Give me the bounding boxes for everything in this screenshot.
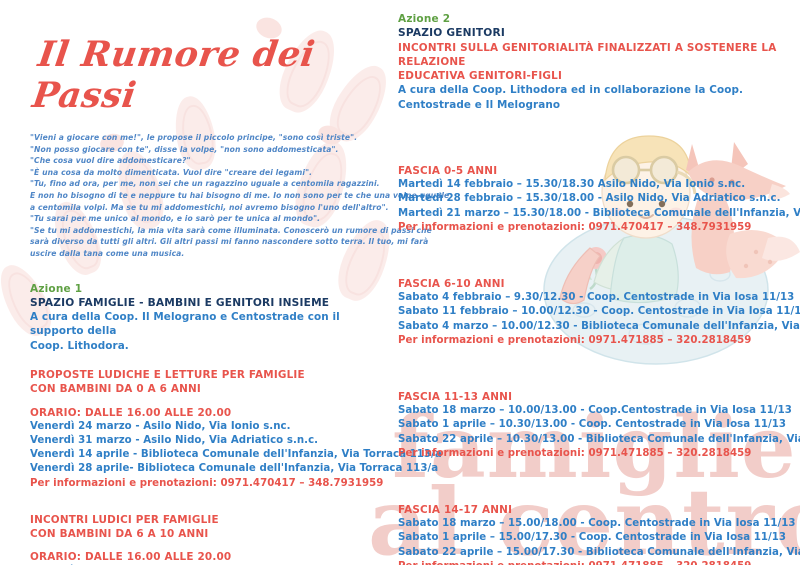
azione-1-cura-line: A cura della Coop. Il Melograno e Centos… [30, 311, 340, 338]
schedule-item: Sabato 18 marzo – 10.00/13.00 - Coop.Cen… [398, 405, 792, 417]
schedule-item: Sabato 1 aprile – 10.30/13.00 - Coop. Ce… [398, 419, 787, 431]
azione-1-subject: SPAZIO FAMIGLIE - BAMBINI E GENITORI INS… [30, 296, 330, 309]
azione-2-label: Azione 2 [398, 13, 451, 25]
schedule-item: Venerdì 24 marzo - Asilo Nido, Via Ionio… [30, 420, 291, 432]
schedule-item: Martedì 21 marzo – 15.30/18.00 - Bibliot… [398, 207, 800, 219]
contact-info[interactable]: Per informazioni e prenotazioni: 0971.47… [398, 447, 752, 459]
quote-line: "Che cosa vuol dire addomesticare?" [30, 156, 191, 166]
section-heading-line: INCONTRI LUDICI PER FAMIGLIE [30, 513, 219, 526]
schedule-item: Venerdì 14 aprile - Biblioteca Comunale … [30, 449, 442, 461]
section-heading-line: CON BAMBINI DA 6 A 10 ANNI [30, 528, 209, 541]
quote-line: "È una cosa da molto dimenticata. Vuol d… [30, 167, 313, 177]
schedule-item: Sabato 1 aprile – 15.00/17.30 - Coop. Ce… [398, 532, 787, 544]
section-heading-line: CON BAMBINI DA 0 A 6 ANNI [30, 383, 201, 396]
schedule-item: Venerdì 31 marzo - Asilo Nido, Via Adria… [30, 435, 319, 447]
azione-2-heading-line: EDUCATIVA GENITORI-FIGLI [398, 69, 563, 82]
fascia-14-17-section: FASCIA 14-17 ANNI Sabato 18 marzo – 15.0… [398, 503, 800, 565]
fascia-heading: FASCIA 11-13 ANNI [398, 390, 513, 403]
azione-1-section: Azione 1 SPAZIO FAMIGLIE - BAMBINI E GEN… [30, 282, 442, 565]
orario-label: ORARIO: DALLE 16.00 ALLE 20.00 [30, 551, 232, 564]
fascia-0-5-section: FASCIA 0-5 ANNI Martedì 14 febbraio – 15… [398, 164, 800, 235]
azione-1-cura-line: Coop. Lithodora. [30, 339, 129, 352]
azione-2-subject: SPAZIO GENITORI [398, 27, 506, 39]
azione-2-cura-line: A cura della Coop. Lithodora ed in colla… [398, 84, 744, 111]
contact-info[interactable]: Per informazioni e prenotazioni: 0971.47… [398, 334, 752, 346]
incontri-ludici-section: INCONTRI LUDICI PER FAMIGLIE CON BAMBINI… [30, 513, 390, 565]
orario-label: ORARIO: DALLE 16.00 ALLE 20.00 [30, 406, 232, 419]
fascia-heading: FASCIA 0-5 ANNI [398, 164, 498, 177]
contact-info[interactable]: Per informazioni e prenotazioni: 0971.47… [398, 221, 752, 233]
contact-info[interactable]: Per informazioni e prenotazioni: 0971.47… [30, 477, 384, 489]
quote-line: "Tu sarai per me unico al mondo, e io sa… [30, 214, 321, 224]
schedule-item: Sabato 11 febbraio – 10.00/12.30 - Coop.… [398, 306, 800, 318]
schedule-item: Sabato 22 aprile – 15.00/17.30 - Bibliot… [398, 546, 800, 558]
schedule-item: Venerdì 28 aprile- Biblioteca Comunale d… [30, 463, 439, 475]
quote-line: "Tu, fino ad ora, per me, non sei che un… [30, 179, 380, 189]
proposte-ludiche-section: PROPOSTE LUDICHE E LETTURE PER FAMIGLIE … [30, 368, 442, 491]
schedule-item: Sabato 18 marzo – 15.00/18.00 - Coop. Ce… [398, 518, 796, 530]
schedule-item: Sabato 4 marzo – 10.00/12.30 - Bibliotec… [398, 320, 800, 332]
schedule-item: Martedì 28 febbraio – 15.30/18.00 - Asil… [398, 193, 781, 205]
fascia-11-13-section: FASCIA 11-13 ANNI Sabato 18 marzo – 10.0… [398, 390, 800, 461]
page-title: Il Rumore dei Passi [29, 34, 318, 116]
quote-line: a centomila volpi. Ma se tu mi addomesti… [30, 202, 389, 212]
quote-line: uscire dalla tana come una musica. [30, 248, 185, 258]
left-column: Il Rumore dei Passi "Vieni a giocare con… [30, 0, 450, 565]
azione-1-label: Azione 1 [30, 282, 83, 295]
contact-info[interactable]: Per informazioni e prenotazioni: 0971.47… [398, 560, 782, 565]
quote-line: E non ho bisogno di te e neppure tu hai … [30, 190, 450, 200]
fascia-6-10-section: FASCIA 6-10 ANNI Sabato 4 febbraio – 9.3… [398, 277, 800, 348]
quote-line: "Se tu mi addomestichi, la mia vita sarà… [30, 225, 432, 235]
fascia-heading: FASCIA 6-10 ANNI [398, 277, 505, 290]
quote-line: "Non posso giocare con te", disse la vol… [30, 144, 339, 154]
quote-line: sarà diverso da tutti gli altri. Gli alt… [30, 237, 429, 247]
schedule-item: Sabato 22 aprile – 10.30/13.00 - Bibliot… [398, 433, 800, 445]
schedule-item: Martedì 14 febbraio – 15.30/18.30 Asilo … [398, 179, 746, 191]
quote-line: "Vieni a giocare con me!", le propose il… [30, 133, 358, 142]
fascia-heading: FASCIA 14-17 ANNI [398, 503, 513, 516]
azione-2-section: Azione 2 SPAZIO GENITORI INCONTRI SULLA … [398, 12, 782, 112]
schedule-item: Sabato 4 febbraio – 9.30/12.30 - Coop. C… [398, 292, 795, 304]
quote-block: "Vieni a giocare con me!", le propose il… [30, 132, 450, 260]
right-column: Azione 2 SPAZIO GENITORI INCONTRI SULLA … [398, 0, 800, 565]
azione-2-heading-line: INCONTRI SULLA GENITORIALITÀ FINALIZZATI… [398, 41, 777, 68]
section-heading-line: PROPOSTE LUDICHE E LETTURE PER FAMIGLIE [30, 369, 305, 382]
